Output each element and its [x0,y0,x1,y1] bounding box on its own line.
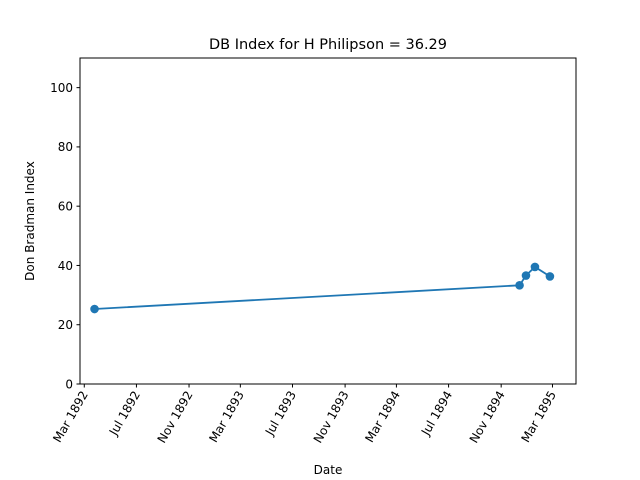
y-axis-label: Don Bradman Index [23,161,37,281]
y-tick-label: 60 [58,199,73,213]
y-tick-label: 0 [65,377,73,391]
data-point [521,271,531,280]
chart-title: DB Index for H Philipson = 36.29 [209,37,447,53]
y-tick-label: 40 [58,259,73,273]
x-axis-label: Date [314,463,343,477]
y-tick-label: 100 [50,81,73,95]
data-point [90,304,99,314]
data-point [515,281,524,290]
data-point [530,262,540,272]
axes-frame [79,57,577,385]
y-tick-label: 80 [58,140,73,154]
data-point [545,272,555,281]
y-tick-label: 20 [58,318,73,332]
